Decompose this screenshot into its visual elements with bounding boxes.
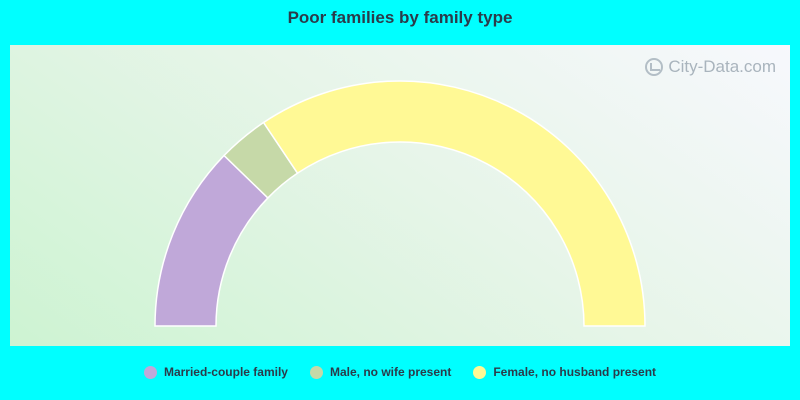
- city-data-logo-icon: [645, 58, 664, 76]
- chart-panel: City-Data.com: [10, 45, 790, 346]
- legend-swatch: [143, 365, 157, 379]
- legend-label: Male, no wife present: [329, 365, 452, 379]
- legend-swatch: [309, 365, 323, 379]
- legend-label: Married-couple family: [163, 365, 288, 379]
- chart-legend: Married-couple family Male, no wife prese…: [0, 365, 800, 379]
- legend-item-1[interactable]: Married-couple family: [143, 365, 288, 379]
- legend-swatch: [473, 365, 487, 379]
- legend-label: Female, no husband present: [493, 365, 657, 379]
- semi-donut-chart: [154, 80, 646, 327]
- chart-title: Poor families by family type: [287, 8, 513, 27]
- slice-3[interactable]: [262, 80, 646, 327]
- legend-item-2[interactable]: Male, no wife present: [309, 365, 452, 379]
- watermark: City-Data.com: [645, 57, 776, 77]
- legend-item-3[interactable]: Female, no husband present: [473, 365, 656, 379]
- watermark-text: City-Data.com: [668, 57, 776, 76]
